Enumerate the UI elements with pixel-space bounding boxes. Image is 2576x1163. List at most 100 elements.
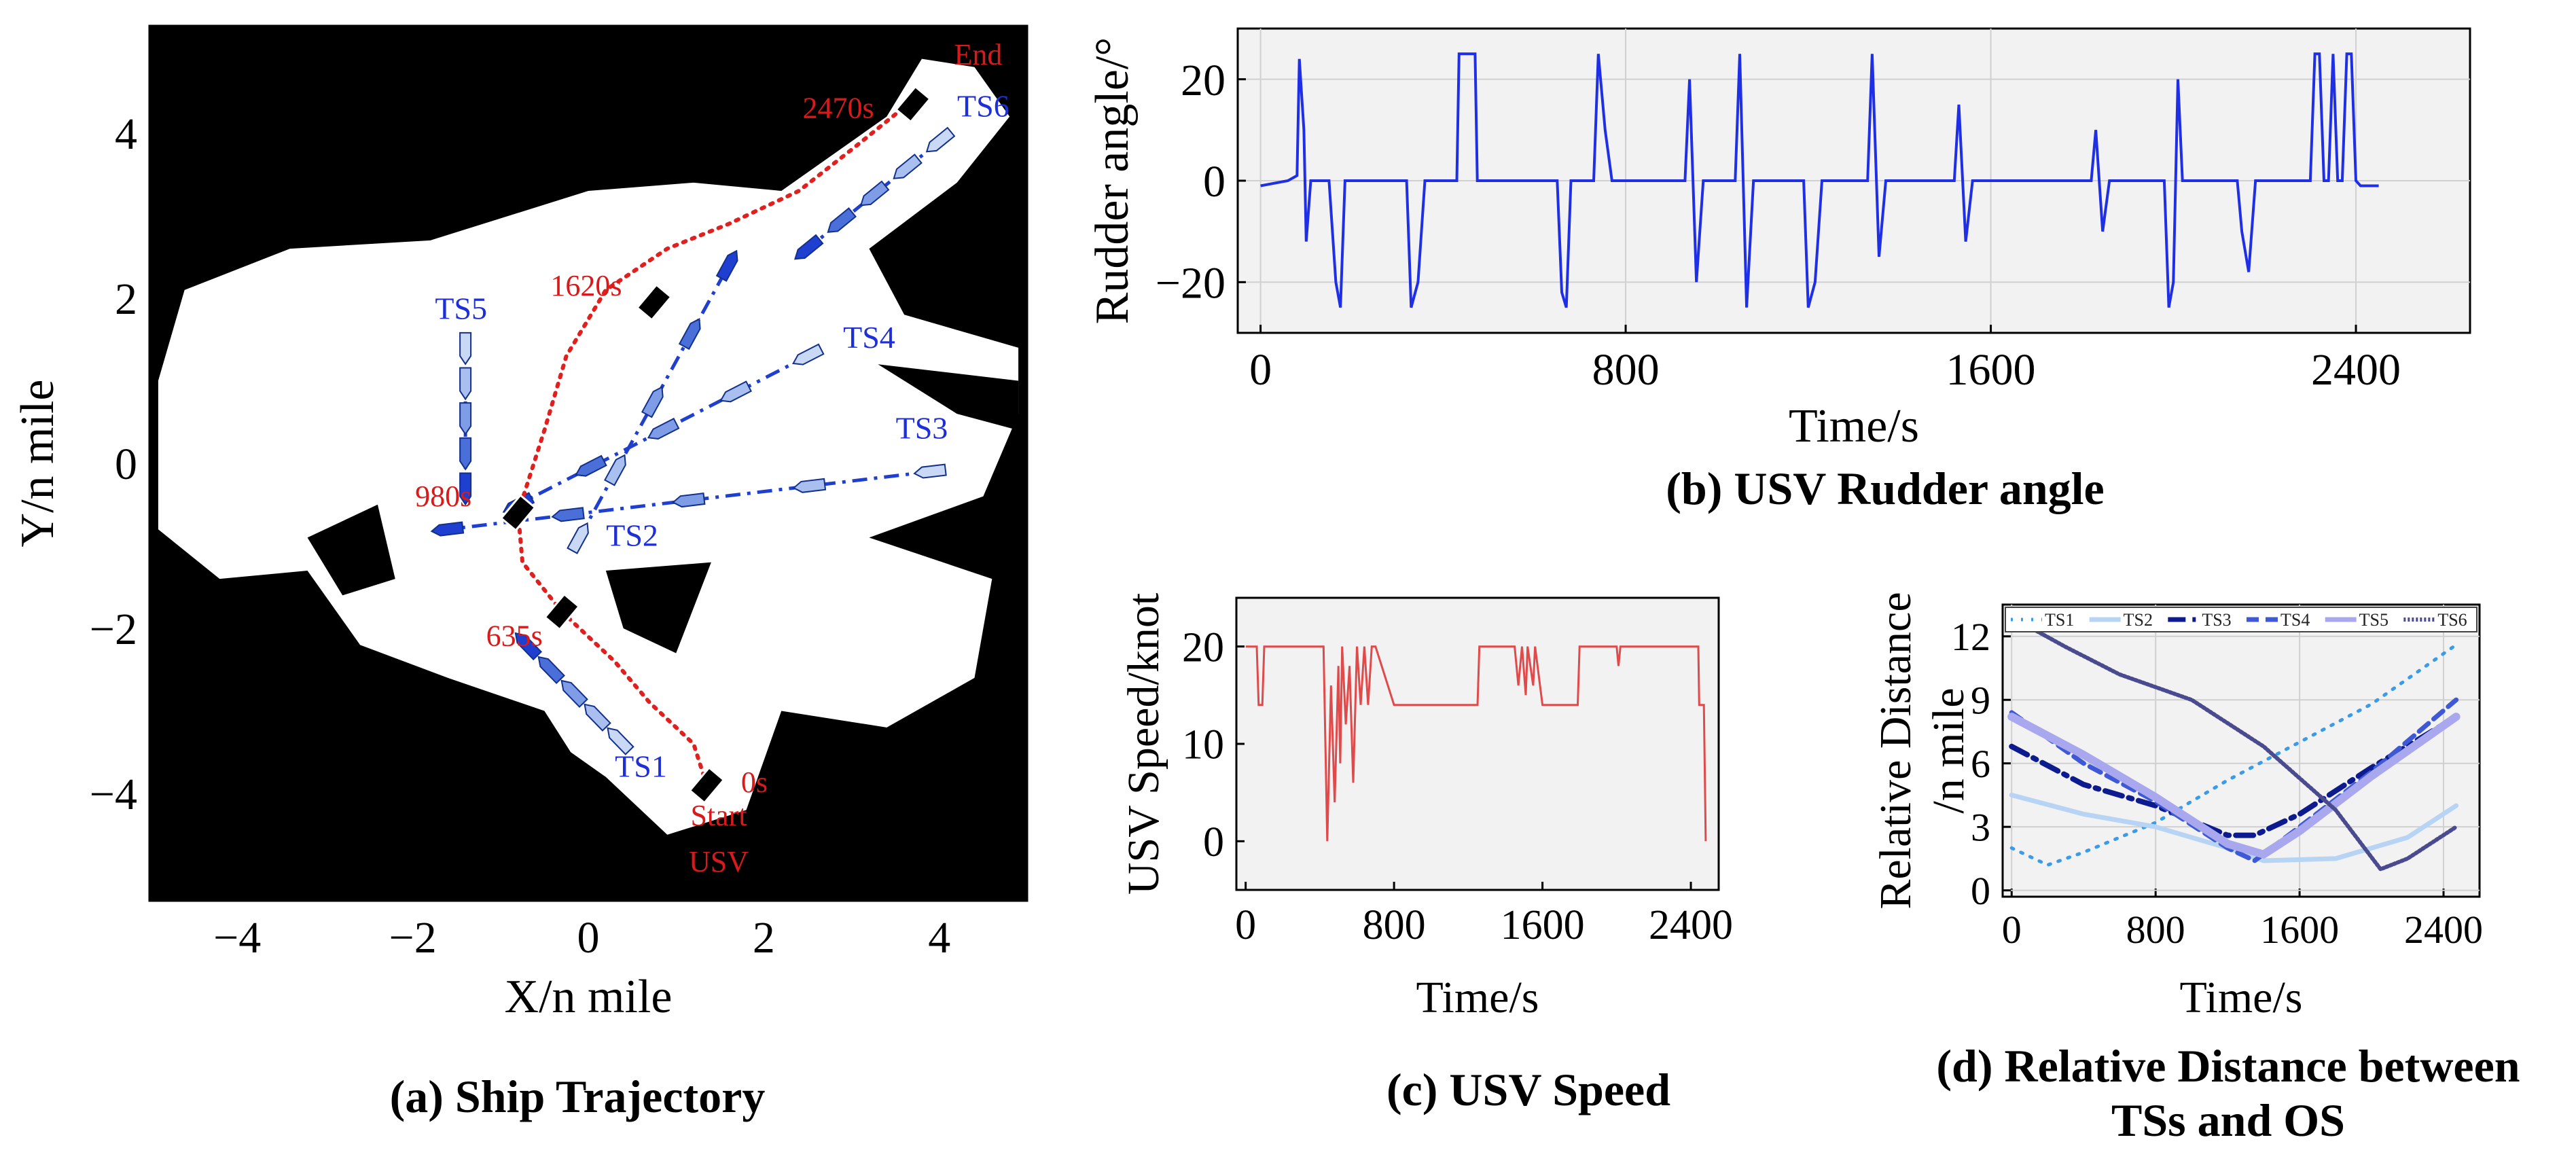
ts-ship-icon bbox=[575, 454, 607, 477]
usv-path bbox=[516, 98, 916, 787]
usv-time-label: 0s bbox=[741, 766, 768, 799]
reldist-series-TS3 bbox=[2009, 714, 2459, 838]
rudder-ytick-label: 20 bbox=[1181, 56, 1226, 105]
reldist-legend-label-TS1: TS1 bbox=[2045, 610, 2074, 630]
ts-ship-icon bbox=[647, 417, 680, 440]
caption-d-line2: TSs and OS bbox=[2111, 1094, 2345, 1146]
panel-b-rudder-angle: 0 800 1600 2400 −20 0 20 Time/s Rudder angle/° bbox=[1086, 27, 2471, 452]
speed-series-line bbox=[1245, 645, 1707, 842]
caption-c: (c) USV Speed bbox=[1386, 1064, 1671, 1115]
reldist-series-TS1 bbox=[2009, 643, 2458, 867]
reldist-x-axis-label: Time/s bbox=[2180, 973, 2303, 1022]
ts-path-TS2 bbox=[577, 264, 730, 539]
ts-label: TS3 bbox=[896, 411, 948, 446]
ts-ship-icon bbox=[459, 437, 472, 471]
map-xtick-label: 2 bbox=[753, 913, 775, 963]
rudder-y-axis-label: Rudder angle/° bbox=[1086, 37, 1139, 325]
panel-c-usv-speed: 0 800 1600 2400 0 10 20 Time/s USV Speed/knot bbox=[1119, 593, 1733, 1022]
reldist-ytick-label: 9 bbox=[1971, 679, 1990, 723]
map-ytick-label: 0 bbox=[115, 440, 137, 489]
map-xtick-label: 4 bbox=[928, 913, 950, 963]
reldist-ytick-label: 6 bbox=[1971, 742, 1990, 786]
reldist-xtick-label: 2400 bbox=[2404, 908, 2483, 952]
usv-position-marker bbox=[895, 85, 932, 124]
ts-ship-icon bbox=[459, 402, 472, 435]
ts-ship-icon bbox=[567, 522, 589, 554]
ts-ship-icon bbox=[607, 727, 634, 755]
ts-ship-icon bbox=[584, 703, 611, 732]
ts-ship-icon bbox=[604, 454, 626, 486]
reldist-xtick-label: 0 bbox=[2002, 908, 2022, 952]
rudder-xtick-label: 1600 bbox=[1946, 345, 2036, 395]
ts-ship-icon bbox=[514, 632, 543, 661]
map-xtick-label: 0 bbox=[577, 913, 600, 963]
map-ytick-label: −2 bbox=[90, 605, 137, 654]
rudder-xtick-label: 800 bbox=[1592, 345, 1660, 395]
reldist-series-TS6 bbox=[2009, 615, 2458, 872]
speed-plot-area bbox=[1235, 596, 1720, 891]
ts-path-TS3 bbox=[447, 469, 931, 531]
ts-ship-icon bbox=[925, 126, 956, 153]
reldist-y-axis-label-line2: /n mile bbox=[1924, 687, 1973, 813]
map-island bbox=[878, 364, 1019, 431]
reldist-legend-label-TS5: TS5 bbox=[2359, 610, 2389, 630]
reldist-series-TS5 bbox=[2007, 713, 2461, 859]
reldist-ytick-label: 0 bbox=[1971, 869, 1990, 913]
map-xtick-label: −2 bbox=[389, 913, 436, 963]
map-ytick-label: −4 bbox=[90, 770, 137, 819]
reldist-ytick-label: 12 bbox=[1951, 615, 1990, 659]
usv-position-marker bbox=[543, 592, 581, 631]
rudder-x-axis-label: Time/s bbox=[1789, 400, 1919, 452]
ts-ship-icon bbox=[641, 386, 664, 418]
map-y-axis-label: Y/n mile bbox=[12, 380, 64, 548]
panel-d-relative-distance: 0 800 1600 2400 0 3 6 9 12 TS1 TS2 TS3 TS4 TS5 TS6 Time… bbox=[1871, 592, 2483, 1022]
usv-time-label: 635s bbox=[486, 620, 543, 653]
speed-ytick-label: 0 bbox=[1203, 819, 1224, 865]
usv-position-marker bbox=[635, 283, 673, 322]
rudder-xtick-label: 0 bbox=[1249, 345, 1272, 395]
caption-a: (a) Ship Trajectory bbox=[389, 1071, 766, 1122]
usv-time-label: 1620s bbox=[550, 269, 622, 302]
caption-b: (b) USV Rudder angle bbox=[1666, 463, 2105, 514]
rudder-series-line bbox=[1260, 52, 2379, 308]
reldist-legend-label-TS2: TS2 bbox=[2124, 610, 2153, 630]
speed-y-axis-label: USV Speed/knot bbox=[1119, 593, 1168, 895]
ts-label: TS2 bbox=[606, 518, 658, 553]
end-label: End bbox=[954, 38, 1003, 71]
ts-label: TS6 bbox=[957, 89, 1009, 124]
reldist-legend-label-TS6: TS6 bbox=[2437, 610, 2467, 630]
ts-ship-icon bbox=[827, 207, 857, 233]
speed-xtick-label: 1600 bbox=[1501, 902, 1585, 948]
ts-ship-icon bbox=[913, 463, 947, 479]
ts-ship-icon bbox=[459, 367, 472, 401]
usv-position-marker bbox=[688, 766, 726, 804]
usv-time-label: 2470s bbox=[802, 91, 874, 124]
speed-xtick-label: 0 bbox=[1235, 902, 1256, 948]
speed-ytick-label: 20 bbox=[1182, 624, 1224, 670]
map-ytick-label: 2 bbox=[115, 274, 137, 324]
ts-ship-icon bbox=[537, 656, 565, 685]
ts-label: TS4 bbox=[843, 320, 895, 355]
reldist-xtick-label: 1600 bbox=[2260, 908, 2339, 952]
reldist-legend-label-TS4: TS4 bbox=[2280, 610, 2310, 630]
ts-ship-icon bbox=[715, 249, 738, 282]
usv-position-marker bbox=[499, 493, 537, 532]
ts-ship-icon bbox=[793, 234, 824, 260]
speed-xtick-label: 2400 bbox=[1649, 902, 1733, 948]
map-x-axis-label: X/n mile bbox=[505, 971, 673, 1023]
reldist-ytick-label: 3 bbox=[1971, 805, 1990, 849]
usv-label: USV bbox=[689, 845, 749, 878]
ts-ship-icon bbox=[719, 380, 752, 403]
caption-d-line1: (d) Relative Distance between bbox=[1936, 1040, 2520, 1092]
ts-label: TS1 bbox=[615, 749, 667, 784]
speed-xtick-label: 800 bbox=[1363, 902, 1426, 948]
map-island bbox=[605, 562, 711, 654]
reldist-legend-box bbox=[2005, 607, 2477, 632]
ts-ship-icon bbox=[859, 180, 890, 207]
usv-time-label: 980s bbox=[415, 480, 471, 513]
ts-ship-icon bbox=[792, 478, 827, 493]
map-island bbox=[307, 504, 395, 596]
rudder-ytick-label: −20 bbox=[1156, 258, 1226, 308]
map-ytick-label: 4 bbox=[115, 109, 137, 159]
